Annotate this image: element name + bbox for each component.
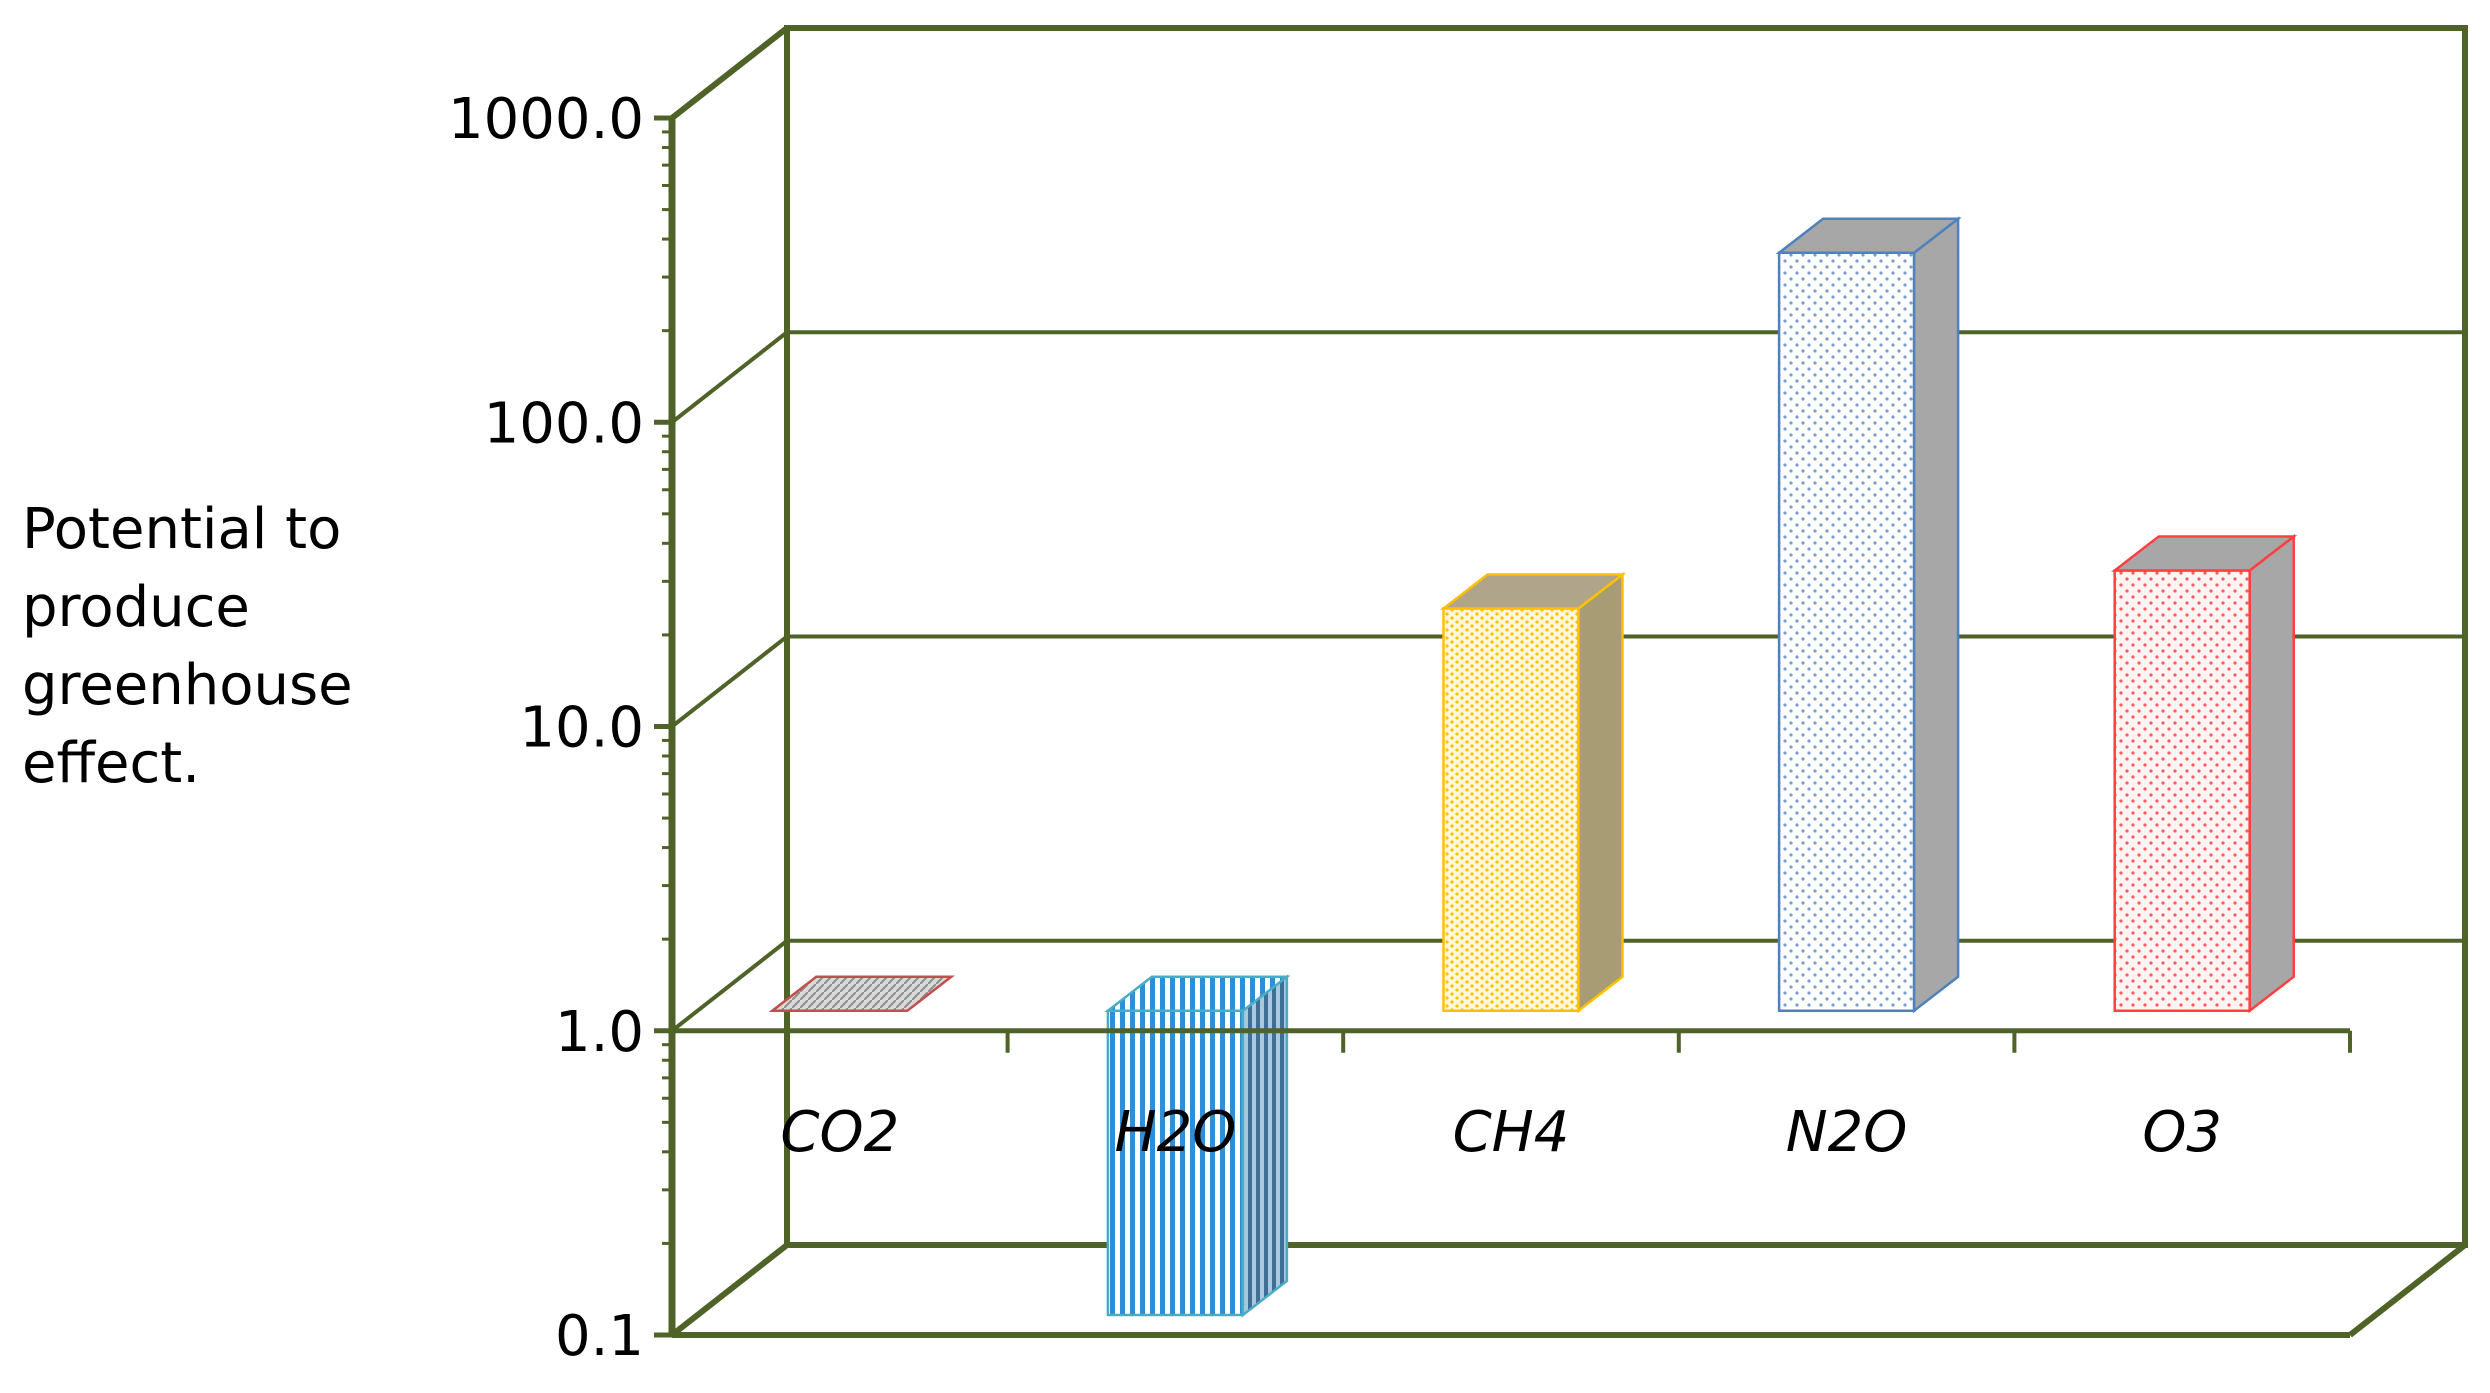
bar-top-face bbox=[1104, 975, 1291, 1012]
y-axis-label-line: effect. bbox=[22, 731, 200, 796]
bar-side-face bbox=[1912, 216, 1960, 1014]
category-label-h2o: H2O bbox=[1114, 1100, 1236, 1165]
bars bbox=[768, 216, 2298, 1318]
y-tick-label: 10.0 bbox=[519, 696, 644, 761]
bar-top-face bbox=[1775, 217, 1962, 255]
bar-top-face bbox=[2111, 535, 2298, 572]
bar-front-face bbox=[1442, 607, 1580, 1012]
y-tick-label: 1000.0 bbox=[448, 87, 644, 152]
y-tick-label: 0.1 bbox=[555, 1304, 644, 1369]
side-gridline bbox=[670, 634, 789, 729]
labels: CO2 H2O CH4 N2O O3 0.1 1.0 10.0 100.0 1000.0 Poten… bbox=[22, 87, 2222, 1369]
bar-n2o bbox=[1775, 216, 1962, 1014]
y-axis-label-line: greenhouse bbox=[22, 653, 353, 718]
y-tick-label: 1.0 bbox=[555, 1000, 644, 1065]
bar-side-face bbox=[1577, 571, 1624, 1014]
category-label-ch4: CH4 bbox=[1453, 1100, 1570, 1165]
bar-h2o bbox=[1104, 974, 1291, 1318]
side-gridline bbox=[670, 939, 789, 1033]
bar-o3 bbox=[2111, 533, 2298, 1014]
y-axis-label: Potential to produce greenhouse effect. bbox=[22, 497, 353, 796]
category-label-o3: O3 bbox=[2142, 1100, 2222, 1165]
y-axis-label-line: produce bbox=[22, 575, 250, 640]
bar-ch4 bbox=[1439, 571, 1627, 1014]
floor-right-edge bbox=[2348, 1242, 2467, 1338]
front-axis bbox=[654, 115, 2352, 1338]
side-gridline bbox=[670, 330, 789, 424]
bar-side-face bbox=[1241, 974, 1289, 1318]
bar-top-face bbox=[768, 975, 955, 1012]
side-wall-top-edge bbox=[670, 25, 789, 121]
bar-front-face bbox=[2113, 569, 2251, 1012]
y-tick-label: 100.0 bbox=[484, 391, 644, 456]
bar-side-face bbox=[2248, 533, 2295, 1014]
category-label-co2: CO2 bbox=[780, 1100, 899, 1165]
bar-front-face bbox=[1777, 251, 1916, 1012]
y-axis-label-line: Potential to bbox=[22, 497, 341, 562]
bar-top-face bbox=[1439, 573, 1627, 610]
chart-frame bbox=[670, 25, 2468, 1338]
category-label-n2o: N2O bbox=[1786, 1100, 1908, 1165]
bar-co2 bbox=[768, 975, 955, 1012]
floor-left-edge bbox=[670, 1242, 789, 1338]
